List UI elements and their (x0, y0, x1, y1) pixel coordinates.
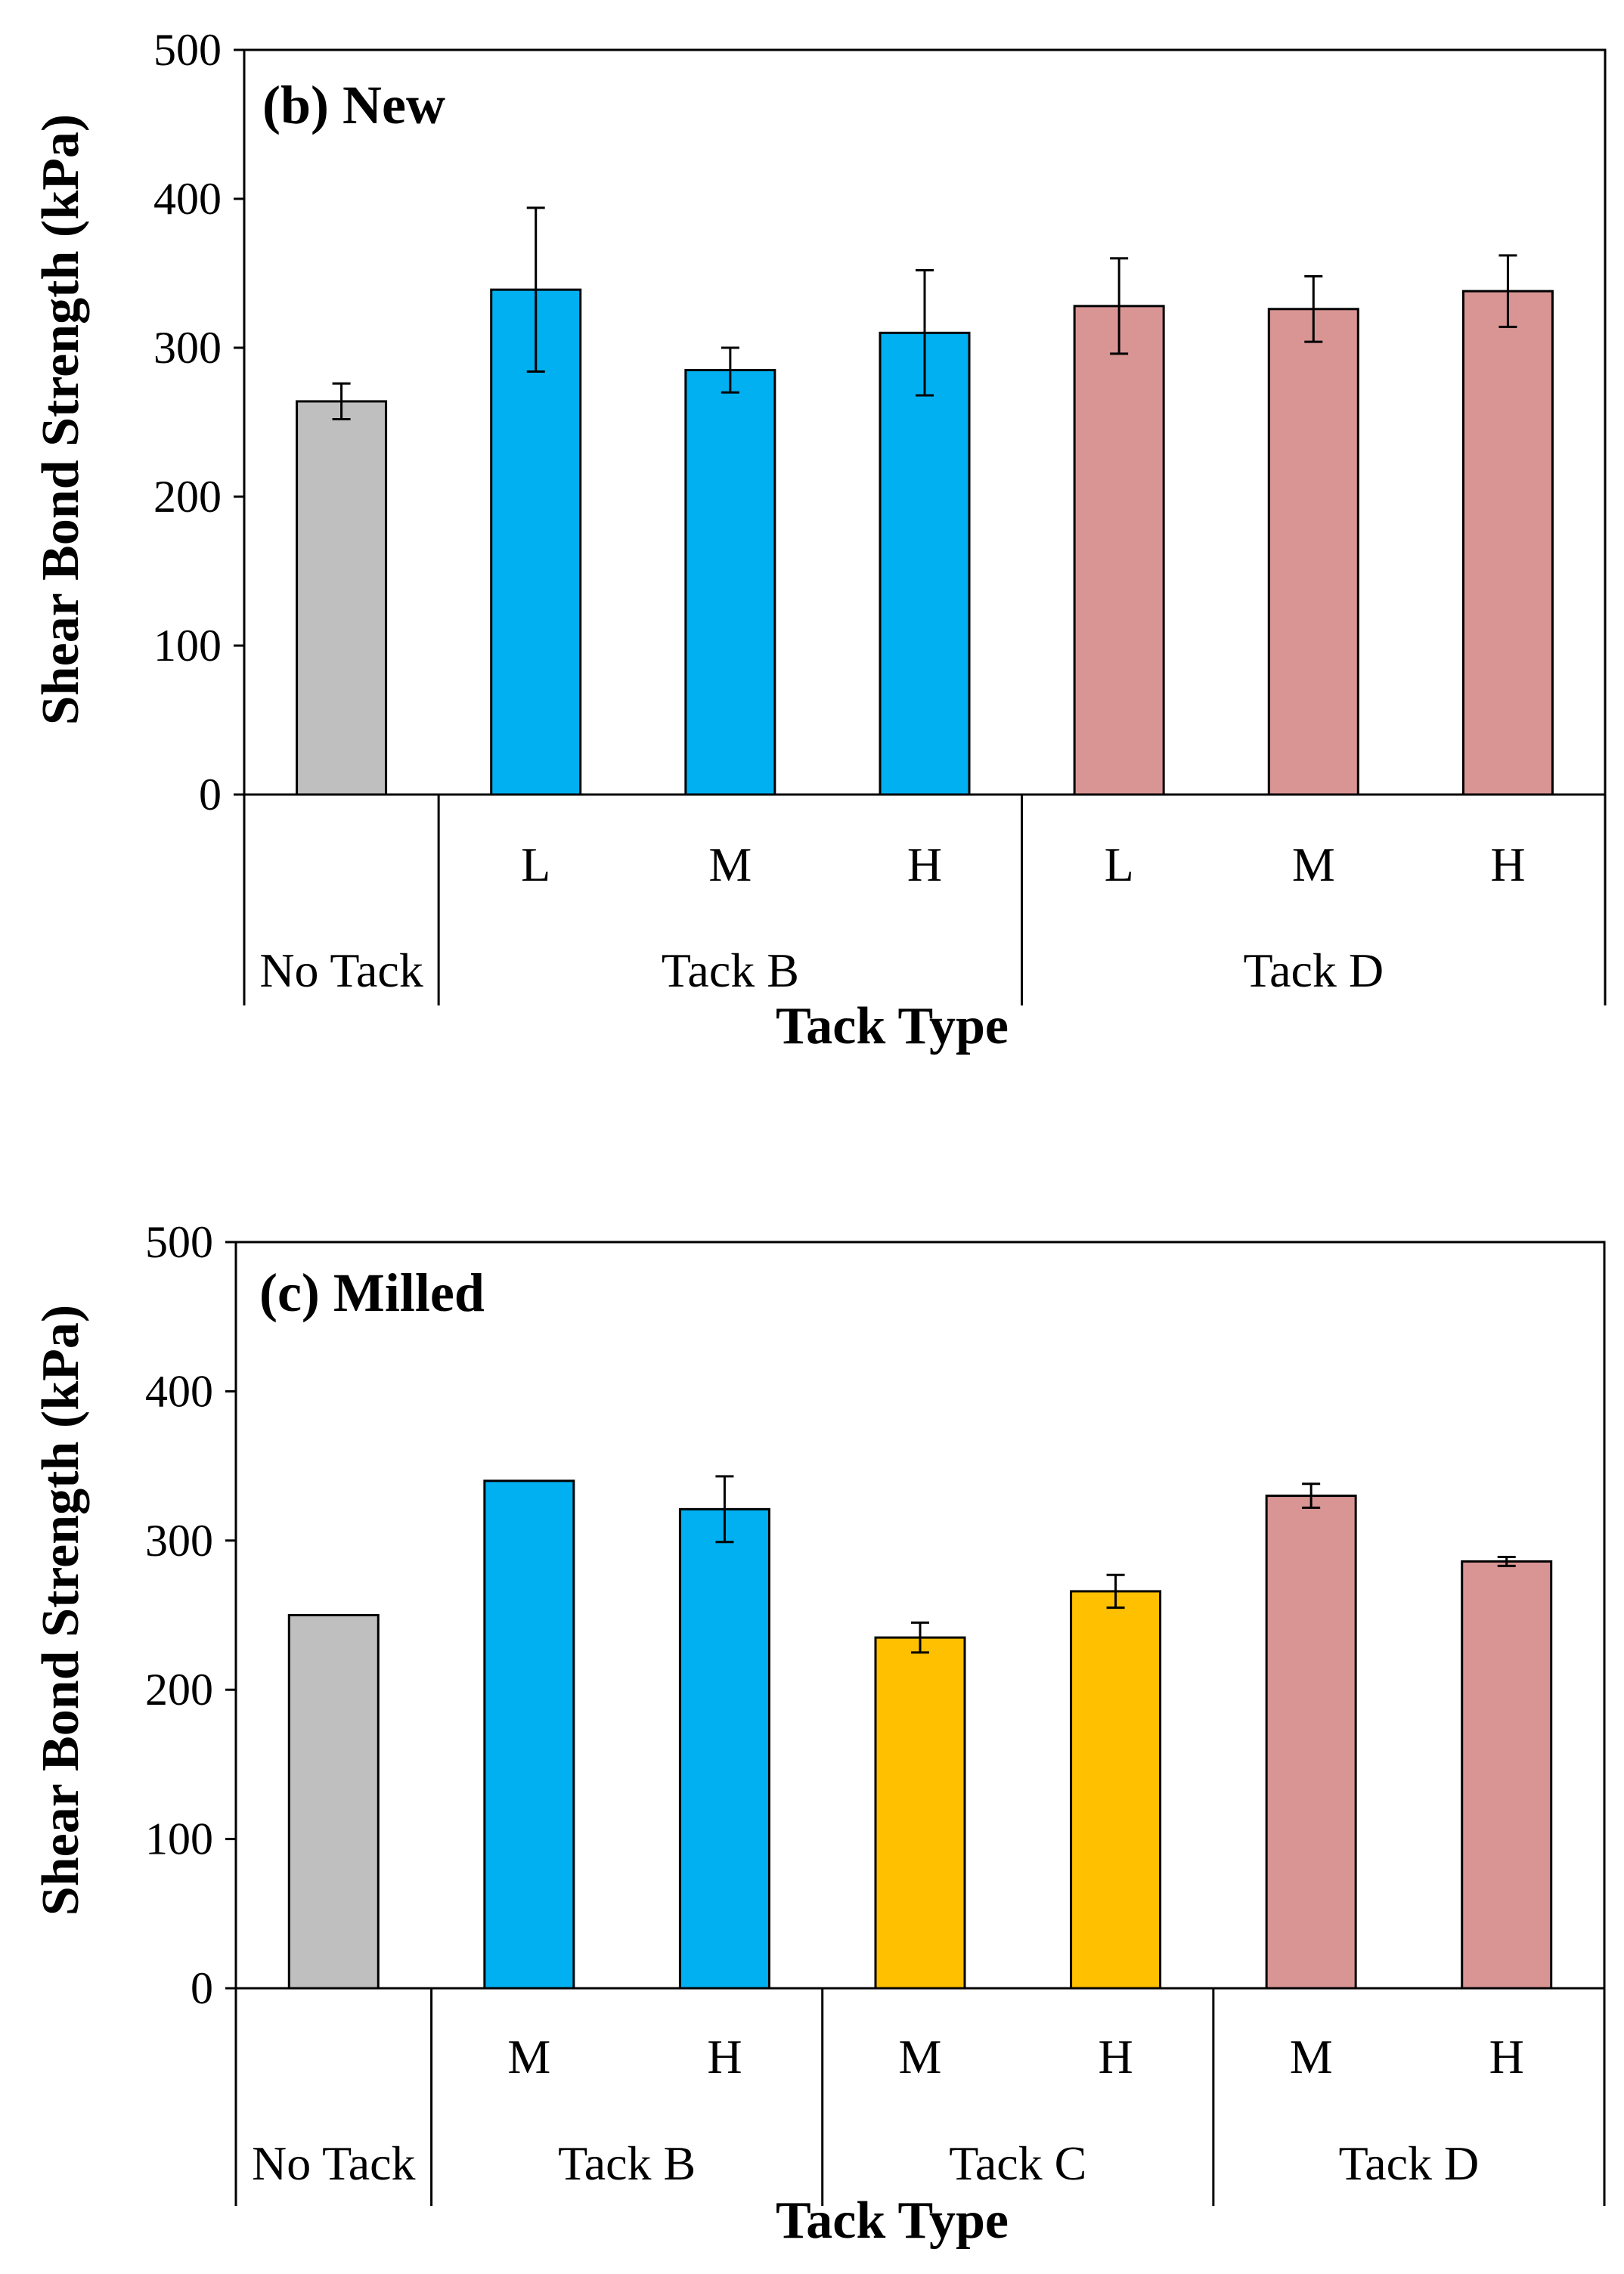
x-group-label: No Tack (252, 2136, 416, 2190)
bar (483, 1479, 575, 1990)
y-tick-label: 500 (153, 25, 222, 75)
y-tick-label: 500 (145, 1217, 213, 1267)
bar (1461, 1560, 1553, 1990)
x-axis-groups: No Tack Tack B Tack D (243, 795, 1607, 1005)
x-category-label: H (1098, 2030, 1133, 2083)
y-tick-label: 400 (153, 174, 222, 224)
chart-title: (b) New (262, 75, 445, 135)
y-tick-label: 0 (199, 770, 222, 819)
y-tick-label: 200 (145, 1665, 213, 1715)
y-tick-label: 300 (145, 1516, 213, 1566)
chart-panel-new: (b) New 0 100 200 300 400 500 L M H L M H No Tack T… (32, 25, 1607, 1055)
x-category-label: M (1292, 838, 1335, 891)
error-bars (332, 206, 1517, 421)
bars (287, 1479, 1553, 1990)
chart-title: (c) Milled (259, 1262, 485, 1323)
bar (678, 1507, 770, 1990)
x-category-label: H (707, 2030, 742, 2083)
bar (287, 1614, 380, 1990)
y-tick-label: 100 (153, 621, 222, 671)
bar (1267, 308, 1359, 796)
x-category-label: M (708, 838, 752, 891)
bar (1070, 1590, 1162, 1990)
bar (490, 288, 582, 796)
y-axis-ticks: 0 100 200 300 400 500 (153, 25, 244, 819)
x-category-label: L (521, 838, 550, 891)
bars (296, 288, 1554, 796)
bar (296, 400, 388, 796)
x-group-label: Tack B (558, 2136, 696, 2190)
x-category-label: H (1490, 838, 1525, 891)
x-group-label: Tack D (1243, 943, 1384, 997)
bar (874, 1636, 966, 1990)
x-category-label: M (507, 2030, 550, 2083)
x-category-label: H (1489, 2030, 1524, 2083)
chart-panel-milled: (c) Milled 0 100 200 300 400 500 M H M H M H No Ta… (32, 1217, 1606, 2250)
y-tick-label: 200 (153, 472, 222, 522)
bar (1461, 290, 1554, 796)
bar (879, 331, 971, 796)
y-axis-ticks: 0 100 200 300 400 500 (145, 1217, 236, 2013)
y-tick-label: 100 (145, 1814, 213, 1864)
error-bars (715, 1475, 1516, 1654)
y-axis-label: Shear Bond Strength (kPa) (32, 1305, 90, 1916)
x-group-label: Tack C (949, 2136, 1086, 2190)
x-group-label: No Tack (259, 943, 423, 997)
bar (1073, 305, 1165, 796)
x-axis-label: Tack Type (776, 997, 1009, 1055)
bar (1265, 1495, 1357, 1990)
x-category-label: H (907, 838, 942, 891)
y-tick-label: 300 (153, 323, 222, 373)
y-tick-label: 400 (145, 1366, 213, 1416)
y-axis-label: Shear Bond Strength (kPa) (32, 114, 90, 725)
x-group-label: Tack D (1339, 2136, 1480, 2190)
bar (684, 369, 776, 796)
x-category-label: M (1290, 2030, 1333, 2083)
x-axis-label: Tack Type (776, 2192, 1009, 2250)
x-axis-groups: No Tack Tack B Tack C Tack D (234, 1988, 1606, 2206)
x-category-label: L (1105, 838, 1134, 891)
x-group-label: Tack B (662, 943, 799, 997)
y-tick-label: 0 (191, 1963, 213, 2013)
x-category-label: M (899, 2030, 942, 2083)
